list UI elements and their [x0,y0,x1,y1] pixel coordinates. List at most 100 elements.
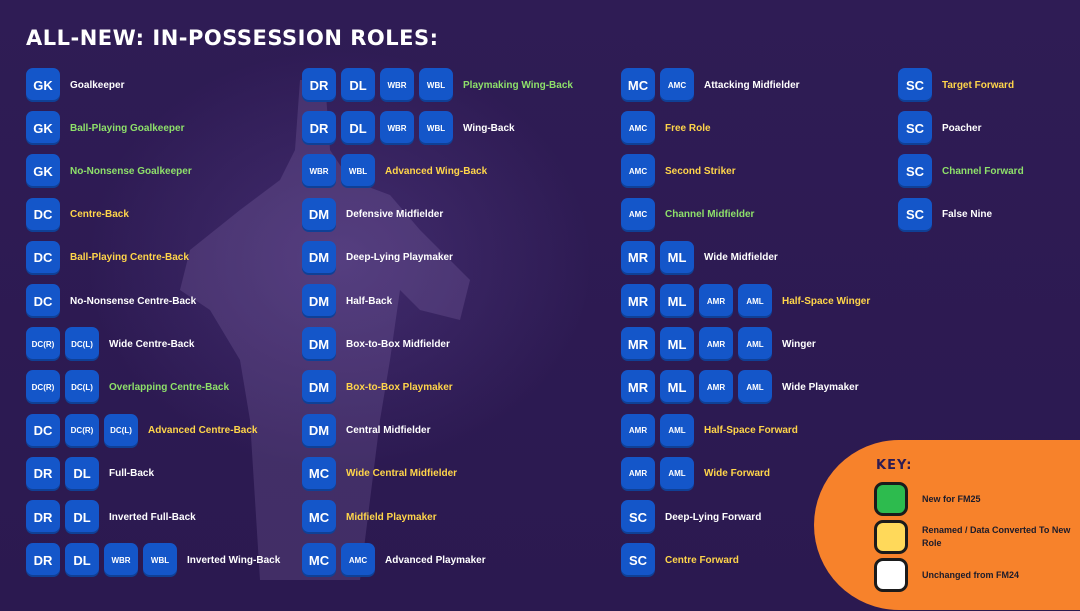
position-badge: SC [898,111,932,146]
key-panel: KEY: New for FM25 Renamed / Data Convert… [814,440,1080,610]
position-badge: ML [660,327,694,362]
role-label: Inverted Full-Back [109,511,196,523]
role-label: Wide Central Midfielder [346,468,458,480]
position-badge: DM [302,240,336,275]
position-badge: DL [341,68,375,102]
role-row: DC Centre-Back [26,197,129,232]
role-row: MR ML AMR AML Winger [621,327,816,362]
position-badge: DR [26,500,60,534]
role-row: SC Target Forward [898,68,1014,102]
position-badge: MR [621,327,655,362]
role-row: DM Half-Back [302,284,392,318]
role-label: Ball-Playing Centre-Back [70,252,189,264]
position-badge: DL [65,456,99,491]
role-row: MR ML Wide Midfielder [621,240,778,275]
position-badge: SC [898,197,932,232]
role-row: DR DL Full-Back [26,456,155,491]
role-row: AMC Channel Midfielder [621,197,754,232]
position-badge: WBL [341,154,375,189]
role-label: Box-to-Box Playmaker [346,381,453,393]
role-label: Wide Midfielder [704,252,778,264]
position-badge: AMC [660,68,694,102]
role-row: MC AMC Advanced Playmaker [302,543,486,578]
position-badge: MR [621,370,655,405]
role-label: Midfield Playmaker [346,511,437,523]
role-label: Attacking Midfielder [704,79,800,91]
position-badge: DR [302,111,336,146]
position-badge: GK [26,111,60,146]
position-badge: SC [621,543,655,578]
role-row: MC Wide Central Midfielder [302,456,458,491]
position-badge: DM [302,284,336,318]
role-row: MC Midfield Playmaker [302,500,437,534]
role-label: Advanced Playmaker [385,554,486,566]
role-label: Deep-Lying Playmaker [346,252,453,264]
role-row: DR DL Inverted Full-Back [26,500,196,534]
position-badge: AMR [699,284,733,318]
position-badge: MR [621,284,655,318]
role-row: DC(R) DC(L) Wide Centre-Back [26,327,195,362]
position-badge: DC(R) [26,370,60,405]
position-badge: DC [26,197,60,232]
role-label: Channel Forward [942,165,1024,177]
key-label: Unchanged from FM24 [922,569,1020,580]
position-badge: DM [302,327,336,362]
role-label: Free Role [665,122,711,134]
position-badge: AMR [621,413,655,448]
role-row: DR DL WBR WBL Inverted Wing-Back [26,543,281,578]
position-badge: DC(R) [65,413,99,448]
role-row: DM Box-to-Box Playmaker [302,370,453,405]
position-badge: WBL [419,68,453,102]
position-badge: WBR [302,154,336,189]
position-badge: DL [65,543,99,578]
role-label: Full-Back [109,468,155,480]
role-row: MC AMC Attacking Midfielder [621,68,800,102]
role-label: Half-Space Forward [704,425,798,437]
role-label: Advanced Centre-Back [148,425,258,437]
role-row: SC Centre Forward [621,543,739,578]
role-row: DM Deep-Lying Playmaker [302,240,453,275]
position-badge: DC(R) [26,327,60,362]
position-badge: DC [26,413,60,448]
role-label: Inverted Wing-Back [187,554,281,566]
position-badge: MR [621,240,655,275]
position-badge: MC [302,500,336,534]
position-badge: SC [898,68,932,102]
role-label: Goalkeeper [70,79,125,91]
role-row: MR ML AMR AML Half-Space Winger [621,284,870,318]
role-row: DC DC(R) DC(L) Advanced Centre-Back [26,413,258,448]
position-badge: DM [302,370,336,405]
role-row: SC False Nine [898,197,993,232]
role-row: DR DL WBR WBL Wing-Back [302,111,515,146]
page-title: ALL-NEW: IN-POSSESSION ROLES: [26,26,439,50]
position-badge: AMR [699,327,733,362]
position-badge: AML [738,284,772,318]
position-badge: DM [302,197,336,232]
position-badge: SC [621,500,655,534]
position-badge: DL [65,500,99,534]
position-badge: AMR [621,456,655,491]
role-label: Playmaking Wing-Back [463,79,573,91]
position-badge: GK [26,154,60,189]
role-label: Wide Centre-Back [109,338,195,350]
role-row: SC Deep-Lying Forward [621,500,761,534]
position-badge: AML [660,413,694,448]
role-row: AMC Second Striker [621,154,736,189]
key-label: New for FM25 [922,493,981,504]
role-label: Centre-Back [70,209,129,221]
role-label: Target Forward [942,79,1015,91]
position-badge: AMC [621,111,655,146]
position-badge: WBL [143,543,177,578]
role-label: Poacher [942,122,982,134]
position-badge: WBR [104,543,138,578]
key-label: Renamed / Data Converted To New Role [922,525,1071,548]
role-row: DM Box-to-Box Midfielder [302,327,450,362]
role-label: Winger [782,338,816,350]
position-badge: DC(L) [65,327,99,362]
key-item-unchanged: Unchanged from FM24 [874,558,1072,592]
role-label: No-Nonsense Centre-Back [70,295,197,307]
position-badge: AML [660,456,694,491]
role-label: False Nine [942,209,993,221]
role-label: Second Striker [665,165,736,177]
key-item-new: New for FM25 [874,482,1072,516]
